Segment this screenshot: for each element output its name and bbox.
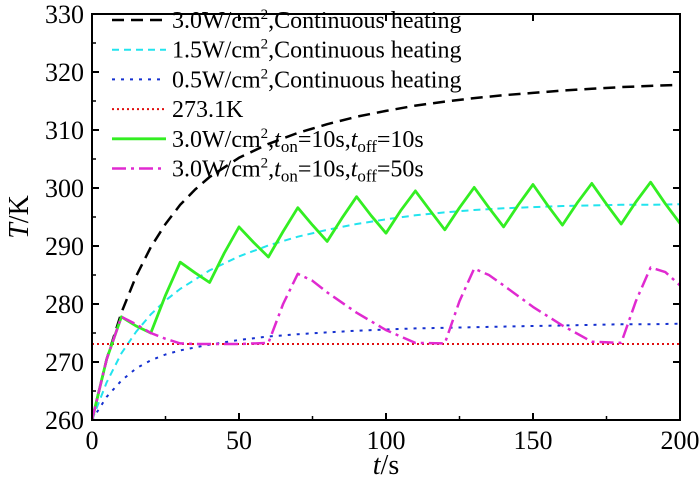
x-axis-title: t/s	[373, 450, 399, 481]
legend-label-2: 1.5W/cm2​,Continuous heating	[172, 37, 461, 64]
series-line-3	[92, 322, 680, 420]
y-tick-label: 270	[45, 348, 84, 377]
legend-label-6: 3.0W/cm2​,ton​=10s,toff​=50s	[172, 156, 424, 186]
y-tick-label: 290	[45, 232, 84, 261]
frame-layer: 0 50 100 150 200 260 270 280 290 300 310 320 330	[45, 0, 700, 455]
legend-label-1: 3.0W/cm2​,Continuous heating	[172, 7, 461, 34]
x-tick-label: 150	[514, 426, 553, 455]
y-tick-label: 260	[45, 406, 84, 435]
y-tick-label: 310	[45, 116, 84, 145]
legend-label-3: 0.5W/cm2​,Continuous heating	[172, 66, 461, 93]
x-tick-label: 200	[661, 426, 700, 455]
series-line-1	[92, 83, 680, 420]
legend-label-5: 3.0W/cm2​,ton​=10s,toff​=10s	[172, 126, 424, 156]
y-tick-label: 320	[45, 58, 84, 87]
y-tick-label: 280	[45, 290, 84, 319]
y-tick-label: 300	[45, 174, 84, 203]
series-layer	[92, 83, 680, 420]
x-tick-label: 100	[367, 426, 406, 455]
series-line-2	[92, 203, 680, 420]
legend: 3.0W/cm2​,Continuous heating 1.5W/cm2​,Co…	[112, 7, 461, 186]
series-line-5	[92, 180, 680, 420]
legend-label-4: 273.1K	[172, 97, 244, 123]
series-line-6	[92, 266, 680, 420]
y-axis-title: T/K	[4, 195, 35, 239]
x-tick-label: 50	[226, 426, 252, 455]
x-tick-label: 0	[86, 426, 99, 455]
y-tick-label: 330	[45, 0, 84, 29]
